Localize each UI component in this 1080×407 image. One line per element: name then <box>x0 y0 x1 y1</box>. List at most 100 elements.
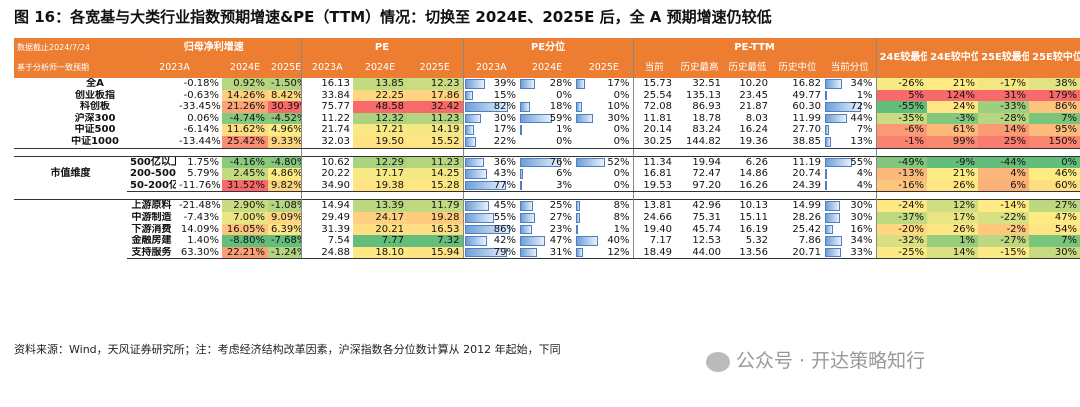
pe-percentile-cell: 17% <box>575 78 634 90</box>
pe-ttm-cell: 25.42 <box>792 223 822 235</box>
pe-percentile-cell: 28% <box>519 78 575 90</box>
pe-ttm-cell: 13.81 <box>633 199 676 212</box>
percentile-value: 52% <box>607 156 630 168</box>
ttm-percentile-value: 4% <box>856 179 873 191</box>
percentile-value: 25% <box>549 200 573 212</box>
comparison-cell: 179% <box>1029 89 1080 102</box>
spacer-cell <box>127 192 176 200</box>
pe-cell: 14.19 <box>407 124 464 136</box>
profit-growth-cell: -11.76% <box>176 179 222 193</box>
spacer-cell <box>724 148 771 156</box>
comparison-cell: -17% <box>978 78 1030 90</box>
pe-ttm-cell: 19.53 <box>633 179 676 193</box>
comparison-cell: -1% <box>876 135 928 149</box>
ttm-percentile-value: 55% <box>850 156 873 168</box>
pe-percentile-cell: 25% <box>519 199 576 212</box>
percentile-value: 77% <box>493 179 517 191</box>
percentile-bar <box>576 236 599 246</box>
profit-growth-cell: 1.40% <box>187 235 219 247</box>
percentile-value: 10% <box>607 101 630 113</box>
pe-cell: 32.42 <box>407 101 464 113</box>
row-label: 科创板 <box>80 101 110 113</box>
percentile-value: 82% <box>493 101 517 113</box>
percentile-bar <box>576 247 583 258</box>
ttm-percentile-bar <box>825 236 842 246</box>
pe-percentile-cell: 40% <box>575 235 634 247</box>
percentile-value: 8% <box>613 200 630 212</box>
profit-growth-cell: 9.33% <box>268 135 302 149</box>
pe-ttm-cell: 13.56 <box>724 246 772 260</box>
comparison-cell: 4% <box>978 168 1030 180</box>
pe-cell: 33.84 <box>321 89 350 101</box>
spacer-cell <box>675 148 724 156</box>
ttm-percentile-cell: 30% <box>824 211 877 224</box>
percentile-value: 55% <box>493 211 517 223</box>
pe-ttm-cell: 60.30 <box>792 101 822 113</box>
pe-cell: 24.17 <box>353 211 407 224</box>
pe-ttm-cell: 19.94 <box>675 155 725 169</box>
spacer-cell <box>176 148 222 156</box>
comparison-cell: -2% <box>978 223 1030 236</box>
pe-ttm-cell: 7.86 <box>798 235 822 247</box>
profit-growth-cell: 6.39% <box>268 223 302 236</box>
pe-cell: 7.77 <box>353 235 407 247</box>
page-title: 图 16：各宽基与大类行业指数预期增速&PE（TTM）情况：切换至 2024E、… <box>14 8 772 26</box>
row-label: 支持服务 <box>127 246 176 260</box>
pe-cell: 34.90 <box>301 179 353 193</box>
pe-ttm-cell: 16.26 <box>724 179 772 193</box>
profit-growth-cell: 4.96% <box>268 124 302 136</box>
row-label: 上游原料 <box>127 199 176 212</box>
pe-ttm-cell: 49.77 <box>792 89 822 101</box>
pe-percentile-cell: 47% <box>519 235 575 247</box>
header-ttm-min: 历史最低 <box>724 58 772 78</box>
header-ttm-percentile: 当前分位 <box>824 58 877 78</box>
comparison-cell: 7% <box>1029 112 1080 125</box>
comparison-cell: 14% <box>927 246 979 260</box>
profit-growth-cell: 2.45% <box>222 168 268 180</box>
spacer-cell <box>1029 192 1080 200</box>
pe-cell: 12.29 <box>353 155 407 169</box>
spacer-cell <box>407 191 464 200</box>
percentile-value: 42% <box>493 235 517 247</box>
percentile-bar <box>576 224 579 235</box>
ttm-percentile-value: 34% <box>850 235 873 247</box>
ttm-percentile-value: 44% <box>850 112 873 124</box>
pe-ttm-cell: 16.81 <box>643 168 673 180</box>
comparison-cell: -24% <box>876 199 928 212</box>
comparison-cell: 5% <box>876 89 928 102</box>
percentile-value: 76% <box>549 156 573 168</box>
ttm-percentile-cell: 4% <box>824 168 877 180</box>
pe-ttm-cell: 16.24 <box>739 124 769 136</box>
percentile-bar <box>520 102 530 112</box>
comparison-cell: -25% <box>876 246 928 260</box>
percentile-bar <box>464 102 509 112</box>
header-growth-2023a: 2023A <box>127 58 222 78</box>
pe-ttm-cell: 14.99 <box>771 199 825 212</box>
comparison-cell: 99% <box>927 135 979 149</box>
profit-growth-cell: 9.09% <box>268 211 302 224</box>
percentile-value: 17% <box>493 124 517 136</box>
row-label: 200-500亿 <box>130 168 176 180</box>
wechat-icon <box>706 351 730 372</box>
pe-cell: 17.86 <box>407 89 464 102</box>
spacer-row <box>14 191 1080 200</box>
table-row: 下游消费 14.09% 16.05% 6.39% 31.39 20.21 16.53 86% 2… <box>14 223 1080 236</box>
ttm-percentile-bar <box>825 224 833 235</box>
comparison-cell: -33% <box>978 101 1030 113</box>
pe-percentile-cell: 76% <box>519 155 576 169</box>
ttm-percentile-bar <box>825 136 832 147</box>
percentile-value: 47% <box>549 235 573 247</box>
percentile-bar <box>576 212 581 223</box>
comparison-cell: 12% <box>927 199 979 212</box>
spacer-cell <box>978 192 1029 200</box>
pe-cell: 10.62 <box>301 155 353 169</box>
pe-ttm-cell: 23.45 <box>739 89 769 101</box>
pe-percentile-cell: 0% <box>519 90 575 102</box>
ttm-percentile-cell: 55% <box>824 155 877 169</box>
comparison-cell: 60% <box>1029 179 1080 193</box>
profit-growth-cell: 11.62% <box>222 124 268 136</box>
header-24e-vs-min: 24E较最低 <box>876 38 928 78</box>
percentile-bar <box>464 201 489 211</box>
pe-ttm-cell: 19.40 <box>643 223 673 235</box>
